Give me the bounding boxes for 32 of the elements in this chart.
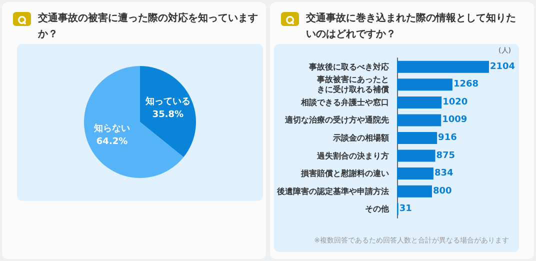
slice-label: 知っている: [144, 96, 190, 108]
data-label: 1020: [442, 97, 468, 108]
bar: [397, 168, 434, 180]
bar: [397, 185, 432, 198]
data-label: 1268: [453, 80, 479, 90]
bar: [397, 114, 442, 126]
y-tick-label: 事故被害にあったときに受け取れる補償: [316, 74, 389, 94]
data-label: 35.8%: [152, 110, 184, 120]
y-tick-label: 事故後に取るべき対応: [308, 61, 390, 72]
bar: [397, 96, 442, 108]
y-tick-label: 損害賠償と慰謝料の違い: [300, 168, 389, 178]
y-tick-label: 後遺障害の認定基準や申請方法: [276, 186, 389, 196]
data-label: 1009: [442, 115, 468, 126]
y-tick-label: その他: [365, 204, 390, 214]
data-label: 2104: [490, 62, 516, 72]
data-label: 31: [399, 204, 412, 214]
y-tick-label: 示談金の相場額: [332, 134, 389, 142]
chart-title: 交通事故の被害に遭った際の対応を知っていますか？: [38, 11, 259, 42]
data-label: 875: [436, 150, 456, 161]
bar: [397, 132, 438, 144]
slice-label: 知らない: [93, 122, 130, 134]
y-tick-label: 適切な治療の受け方や通院先: [284, 114, 389, 125]
data-label: 64.2%: [96, 136, 128, 147]
data-label: 800: [432, 186, 452, 196]
bar: [397, 60, 489, 73]
bar: [397, 150, 436, 162]
bar: [397, 78, 452, 91]
data-label: 834: [434, 168, 454, 179]
data-label: 916: [438, 133, 457, 143]
y-tick-label: 相談できる弁護士や窓口: [300, 96, 389, 107]
y-tick-label: 過失割合の決まり方: [316, 150, 389, 160]
chart-title: 交通事故に巻き込まれた際の情報として知りたいのはどれですか？: [306, 11, 516, 42]
